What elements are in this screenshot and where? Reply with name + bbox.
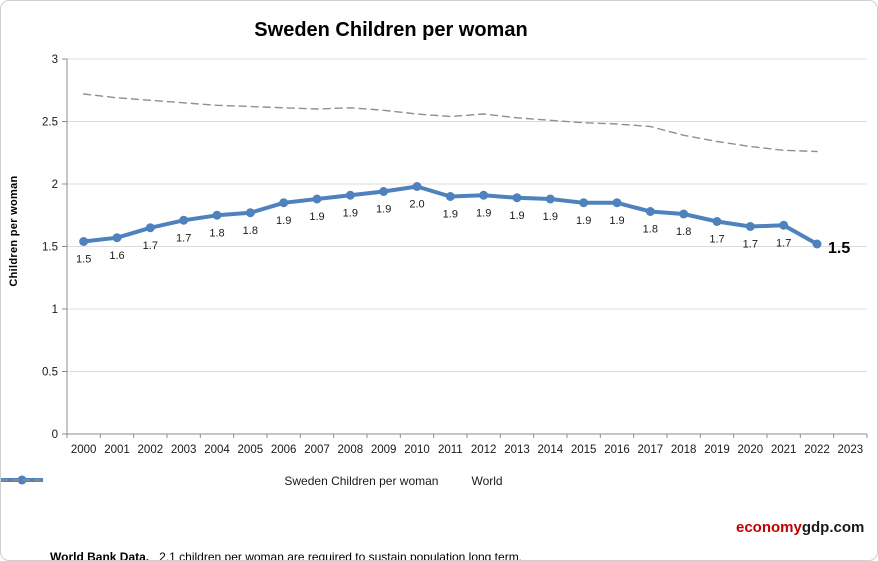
sweden-marker — [79, 237, 89, 246]
sweden-marker — [212, 210, 222, 220]
y-tick-label: 3 — [52, 54, 58, 66]
legend-label-sweden: Sweden Children per woman — [284, 474, 439, 488]
x-tick-label: 2012 — [471, 444, 497, 456]
data-label: 1.9 — [609, 215, 624, 227]
y-tick-label: 0 — [52, 429, 58, 441]
data-label: 1.9 — [476, 207, 491, 219]
sweden-marker — [379, 187, 389, 196]
x-tick-label: 2013 — [504, 444, 530, 456]
sweden-marker — [345, 190, 355, 200]
sweden-marker — [712, 217, 722, 226]
x-tick-label: 2006 — [271, 444, 297, 456]
sweden-marker — [279, 198, 289, 208]
footer-note: World Bank Data. 2.1 children per woman … — [50, 510, 522, 561]
legend-label-world: World — [471, 474, 503, 488]
x-tick-label: 2004 — [204, 444, 230, 456]
x-tick-label: 2009 — [371, 444, 397, 456]
legend: Sweden Children per woman World — [1, 474, 781, 488]
x-tick-label: 2003 — [171, 444, 197, 456]
data-label: 1.7 — [776, 237, 791, 249]
x-tick-label: 2020 — [738, 444, 764, 456]
sweden-data-labels: 1.5 1.6 1.7 1.7 1.8 1.8 1.9 1.9 1.9 1.9 2.0 1.9 1.9 1… — [76, 199, 850, 266]
x-tick-label: 2007 — [304, 444, 330, 456]
y-tick-label: 1 — [52, 304, 58, 316]
sweden-marker — [145, 223, 155, 233]
x-tick-label: 2022 — [804, 444, 830, 456]
x-tick-label: 2016 — [604, 444, 630, 456]
sweden-marker — [745, 222, 755, 231]
y-tick-label: 2 — [52, 179, 58, 191]
footer-line-1: World Bank Data. 2.1 children per woman … — [50, 548, 522, 561]
sweden-marker — [779, 220, 789, 230]
data-label: 1.8 — [676, 226, 691, 238]
brand-logo: economygdp.com — [736, 519, 864, 536]
world-series — [83, 93, 818, 153]
x-tick-label: 2023 — [838, 444, 864, 456]
data-label: 1.9 — [276, 215, 291, 227]
sweden-marker — [112, 233, 122, 243]
data-label: 1.5 — [76, 254, 91, 266]
brand-dark-part: gdp.com — [801, 519, 865, 536]
x-tick-label: 2015 — [571, 444, 597, 456]
x-tick-label: 2000 — [71, 444, 97, 456]
sweden-marker — [812, 239, 822, 249]
data-label: 1.9 — [576, 215, 591, 227]
y-tick-labels: 3 2.5 2 1.5 1 0.5 0 — [42, 54, 58, 441]
footer-source: World Bank Data. — [50, 550, 150, 561]
final-data-label: 1.5 — [828, 240, 850, 257]
data-label: 1.8 — [243, 225, 258, 237]
chart-title: Sweden Children per woman — [254, 19, 528, 41]
sweden-marker — [245, 208, 255, 218]
sweden-marker — [512, 193, 522, 203]
data-label: 1.9 — [543, 211, 558, 223]
tick-marks — [62, 58, 868, 438]
y-tick-label: 2.5 — [42, 117, 58, 129]
data-label: 2.0 — [409, 199, 424, 211]
sweden-marker — [579, 198, 589, 208]
x-tick-label: 2018 — [671, 444, 697, 456]
data-label: 1.6 — [109, 250, 124, 262]
x-tick-labels: 2000 2001 2002 2003 2004 2005 2006 2007 2008 2009… — [71, 444, 863, 456]
data-label: 1.9 — [509, 210, 524, 222]
x-tick-label: 2017 — [638, 444, 664, 456]
sweden-marker — [612, 198, 622, 208]
y-gridlines — [67, 58, 867, 372]
brand-red-part: economy — [736, 519, 802, 536]
sweden-marker — [179, 215, 189, 225]
x-tick-label: 2001 — [104, 444, 130, 456]
x-tick-label: 2021 — [771, 444, 797, 456]
sweden-marker — [545, 194, 555, 204]
legend-item-world: World — [1, 474, 503, 488]
sweden-marker — [679, 209, 689, 219]
data-label: 1.9 — [376, 204, 391, 216]
sweden-marker — [445, 192, 455, 201]
x-tick-label: 2011 — [438, 444, 463, 456]
data-label: 1.9 — [309, 211, 324, 223]
x-tick-label: 2002 — [138, 444, 164, 456]
y-tick-label: 1.5 — [42, 242, 58, 254]
data-label: 1.9 — [443, 209, 458, 221]
sweden-marker — [312, 194, 322, 204]
sweden-marker — [412, 182, 422, 191]
data-label: 1.9 — [343, 207, 358, 219]
legend-item-sweden: Sweden Children per woman — [1, 474, 439, 488]
data-label: 1.7 — [709, 234, 724, 246]
data-label: 1.7 — [143, 240, 158, 252]
sweden-series — [79, 182, 822, 249]
y-tick-label: 0.5 — [42, 367, 58, 379]
sweden-marker — [645, 207, 655, 216]
data-label: 1.8 — [209, 227, 224, 239]
x-tick-label: 2005 — [238, 444, 264, 456]
x-tick-label: 2019 — [704, 444, 730, 456]
x-tick-label: 2010 — [404, 444, 430, 456]
x-tick-label: 2008 — [338, 444, 364, 456]
data-label: 1.7 — [176, 232, 191, 244]
data-label: 1.8 — [643, 224, 658, 236]
world-line — [83, 93, 818, 153]
x-tick-label: 2014 — [538, 444, 564, 456]
data-label: 1.7 — [743, 239, 758, 251]
sweden-marker — [479, 190, 489, 200]
